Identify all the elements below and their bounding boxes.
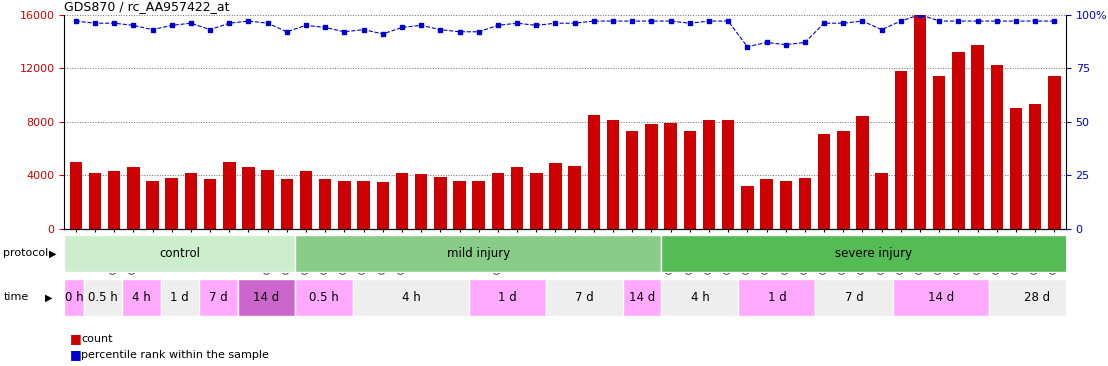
Bar [914, 12, 926, 229]
Bar [626, 131, 638, 229]
Text: 4 h: 4 h [690, 291, 709, 304]
Bar [875, 172, 888, 229]
Bar [280, 179, 294, 229]
Bar [204, 179, 216, 229]
Bar [396, 172, 408, 229]
Text: 14 d: 14 d [927, 291, 954, 304]
Bar [199, 279, 237, 316]
Bar [83, 279, 122, 316]
Bar [550, 163, 562, 229]
Bar [107, 171, 121, 229]
Bar [991, 66, 1003, 229]
Text: percentile rank within the sample: percentile rank within the sample [81, 350, 269, 360]
Bar [319, 179, 331, 229]
Bar [1048, 76, 1060, 229]
Text: 0.5 h: 0.5 h [309, 291, 339, 304]
Bar [837, 131, 850, 229]
Bar [738, 279, 815, 316]
Text: mild injury: mild injury [447, 247, 510, 260]
Bar [1029, 104, 1042, 229]
Bar [780, 180, 792, 229]
Bar [300, 171, 312, 229]
Text: control: control [160, 247, 201, 260]
Bar [243, 167, 255, 229]
Bar [261, 170, 274, 229]
Bar [492, 172, 504, 229]
Text: severe injury: severe injury [834, 247, 912, 260]
Bar [661, 235, 1085, 272]
Bar [587, 115, 601, 229]
Bar [358, 180, 370, 229]
Bar [893, 279, 988, 316]
Text: 7 d: 7 d [575, 291, 594, 304]
Bar [296, 279, 353, 316]
Bar [684, 131, 696, 229]
Text: 0 h: 0 h [64, 291, 83, 304]
Text: ■: ■ [70, 348, 82, 362]
Text: 1 d: 1 d [171, 291, 189, 304]
Bar [127, 167, 140, 229]
Bar [546, 279, 623, 316]
Text: ■: ■ [70, 332, 82, 345]
Bar [665, 123, 677, 229]
Text: 0.5 h: 0.5 h [88, 291, 117, 304]
Text: 7 d: 7 d [209, 291, 228, 304]
Bar [70, 162, 82, 229]
Bar [568, 166, 581, 229]
Bar [472, 180, 485, 229]
Text: 28 d: 28 d [1024, 291, 1050, 304]
Bar [237, 279, 296, 316]
Bar [353, 279, 469, 316]
Text: ▶: ▶ [45, 292, 52, 302]
Bar [952, 52, 965, 229]
Bar [623, 279, 661, 316]
Text: 14 d: 14 d [254, 291, 279, 304]
Bar [122, 279, 161, 316]
Bar [161, 279, 199, 316]
Bar [511, 167, 523, 229]
Bar [661, 279, 738, 316]
Bar [760, 179, 772, 229]
Bar [1009, 108, 1023, 229]
Bar [933, 76, 945, 229]
Bar [722, 120, 735, 229]
Text: 4 h: 4 h [401, 291, 420, 304]
Bar [165, 178, 178, 229]
Text: time: time [3, 292, 29, 302]
Text: 1 d: 1 d [497, 291, 516, 304]
Text: 14 d: 14 d [629, 291, 655, 304]
Bar [741, 186, 753, 229]
Text: 1 d: 1 d [768, 291, 787, 304]
Text: count: count [81, 333, 112, 344]
Bar [856, 116, 869, 229]
Bar [988, 279, 1085, 316]
Bar [146, 180, 158, 229]
Bar [338, 180, 350, 229]
Bar [414, 174, 428, 229]
Text: ▶: ▶ [50, 249, 57, 258]
Bar [894, 71, 907, 229]
Bar [702, 120, 716, 229]
Bar [607, 120, 619, 229]
Text: 7 d: 7 d [844, 291, 863, 304]
Bar [89, 172, 101, 229]
Bar [530, 172, 543, 229]
Bar [799, 178, 811, 229]
Bar [972, 45, 984, 229]
Bar [645, 124, 658, 229]
Bar [818, 134, 830, 229]
Bar [434, 176, 447, 229]
Bar [377, 182, 389, 229]
Bar [64, 279, 83, 316]
Bar [223, 162, 236, 229]
Bar [64, 235, 296, 272]
Bar [185, 172, 197, 229]
Bar [296, 235, 661, 272]
Bar [453, 180, 465, 229]
Text: 4 h: 4 h [132, 291, 151, 304]
Text: GDS870 / rc_AA957422_at: GDS870 / rc_AA957422_at [64, 0, 229, 14]
Bar [469, 279, 546, 316]
Text: protocol: protocol [3, 249, 49, 258]
Bar [815, 279, 893, 316]
